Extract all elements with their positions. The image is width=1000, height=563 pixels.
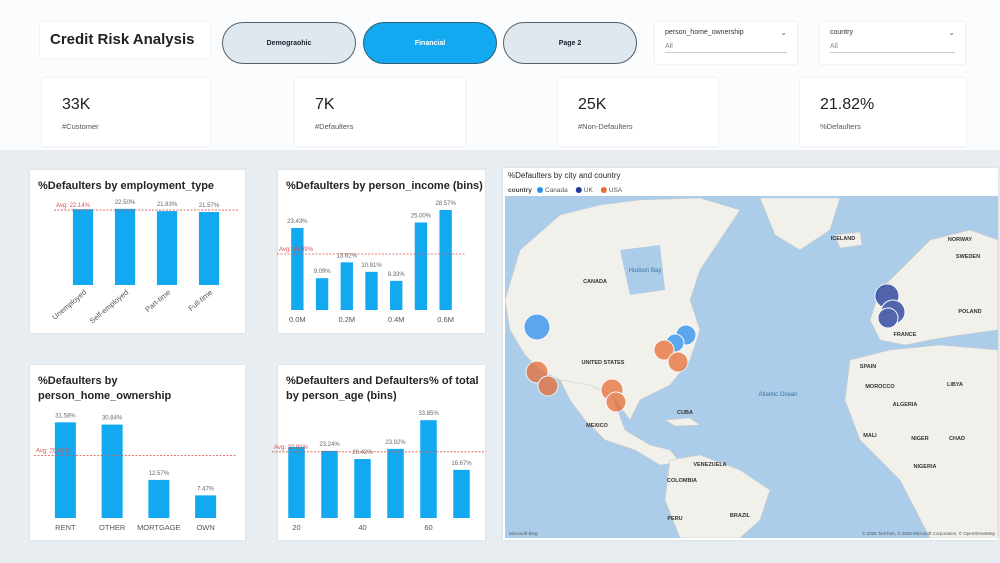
tab[interactable]: Demograohic: [222, 22, 356, 64]
slicer[interactable]: country ⌄ All: [820, 22, 965, 64]
kpi-value: 33K: [62, 96, 91, 113]
chart-title: %Defaulters by person_home_ownership: [38, 375, 172, 402]
chart-title: %Defaulters by employment_type: [38, 180, 215, 192]
kpi-value: 25K: [578, 96, 607, 113]
kpi-label: #Customer: [62, 122, 99, 131]
kpi-card: 21.82% %Defaulters: [800, 78, 966, 146]
slicer-value: All: [830, 43, 955, 53]
chart-title: %Defaulters by city and country: [508, 171, 621, 180]
chevron: ⌄: [948, 28, 955, 37]
chart-title: %Defaulters by person_income (bins): [286, 180, 483, 192]
chart-card: [30, 170, 245, 333]
chart-title: %Defaulters and Defaulters% of total by …: [286, 375, 479, 402]
kpi-card: 25K #Non-Defaulters: [558, 78, 718, 146]
kpi-card: 33K #Customer: [42, 78, 210, 146]
map-card: [503, 168, 998, 540]
slicer[interactable]: person_home_ownership ⌄ All: [655, 22, 797, 64]
kpi-card: 7K #Defaulters: [295, 78, 465, 146]
slicer-value: All: [665, 43, 787, 53]
chart-card: [278, 365, 485, 540]
kpi-label: #Non-Defaulters: [578, 122, 633, 131]
tab[interactable]: Financial: [363, 22, 497, 64]
slicer-label: person_home_ownership: [665, 29, 744, 36]
tab[interactable]: Page 2: [503, 22, 637, 64]
chart-card: [278, 170, 485, 333]
kpi-label: %Defaulters: [820, 122, 861, 131]
kpi-label: #Defaulters: [315, 122, 354, 131]
report-title: Credit Risk Analysis: [40, 22, 210, 58]
kpi-value: 21.82%: [820, 96, 875, 113]
kpi-value: 7K: [315, 96, 335, 113]
chevron: ⌄: [780, 28, 787, 37]
slicer-label: country: [830, 29, 853, 36]
